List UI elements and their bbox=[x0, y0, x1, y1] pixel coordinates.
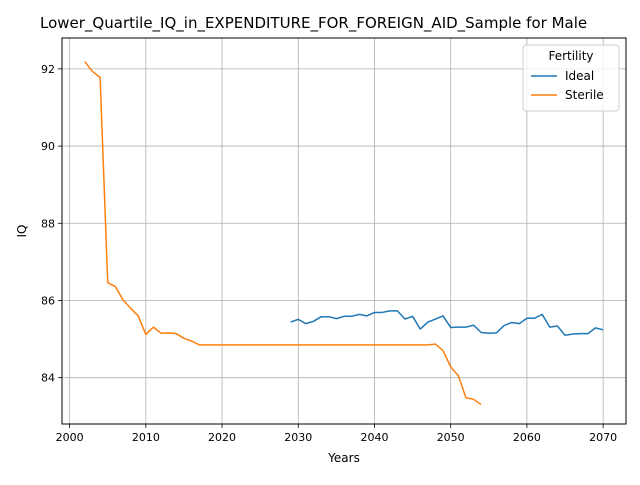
x-tick-label: 2050 bbox=[437, 431, 465, 444]
y-tick-label: 84 bbox=[41, 372, 55, 385]
x-axis-label: Years bbox=[327, 451, 360, 465]
plot-frame bbox=[61, 37, 627, 425]
x-tick-label: 2000 bbox=[56, 431, 84, 444]
x-tick-label: 2070 bbox=[589, 431, 617, 444]
y-tick-label: 88 bbox=[41, 217, 55, 230]
series-line-sterile bbox=[84, 61, 482, 406]
x-tick-label: 2060 bbox=[513, 431, 541, 444]
x-tick-label: 2040 bbox=[360, 431, 388, 444]
x-tick-label: 2020 bbox=[208, 431, 236, 444]
legend: Fertility Ideal Sterile bbox=[522, 44, 620, 112]
legend-label-ideal: Ideal bbox=[565, 69, 594, 83]
legend-label-sterile: Sterile bbox=[565, 88, 604, 102]
legend-title: Fertility bbox=[548, 49, 593, 63]
y-tick-label: 90 bbox=[41, 140, 55, 153]
tick-layer: 2000 2010 2020 2030 2040 2050 2060 2070 84 86 88 90… bbox=[41, 63, 617, 444]
x-tick-label: 2030 bbox=[284, 431, 312, 444]
series-layer bbox=[84, 61, 604, 406]
x-tick-label: 2010 bbox=[132, 431, 160, 444]
series-line-ideal bbox=[290, 310, 604, 336]
y-axis-label: IQ bbox=[15, 225, 29, 238]
y-tick-label: 92 bbox=[41, 63, 55, 76]
chart-title: Lower_Quartile_IQ_in_EXPENDITURE_FOR_FOR… bbox=[40, 14, 588, 32]
y-tick-label: 86 bbox=[41, 294, 55, 307]
legend-entries: Ideal Sterile bbox=[531, 69, 604, 102]
